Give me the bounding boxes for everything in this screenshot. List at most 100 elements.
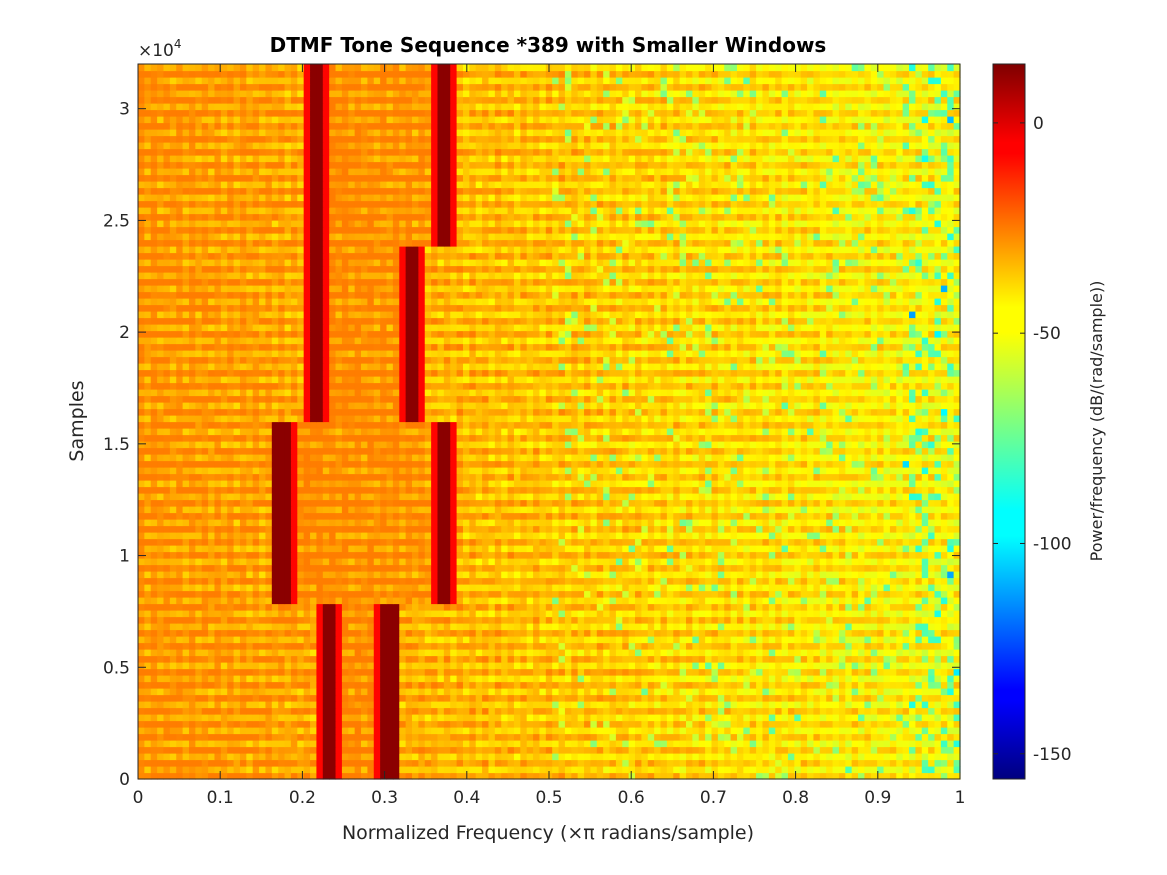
heatmap-cell	[246, 551, 254, 559]
heatmap-cell	[507, 766, 515, 774]
heatmap-cell	[392, 584, 400, 592]
heatmap-cell	[896, 668, 904, 676]
heatmap-cell	[545, 720, 553, 728]
heatmap-cell	[431, 649, 439, 657]
heatmap-cell	[615, 603, 623, 611]
heatmap-cell	[271, 623, 279, 631]
heatmap-cell	[520, 610, 528, 618]
heatmap-cell	[157, 551, 165, 559]
heatmap-cell	[590, 714, 598, 722]
heatmap-cell	[239, 584, 247, 592]
heatmap-cell	[807, 701, 815, 709]
heatmap-cell	[239, 655, 247, 663]
heatmap-cell	[615, 655, 623, 663]
heatmap-cell	[188, 714, 196, 722]
heatmap-cell	[310, 766, 318, 774]
heatmap-cell	[303, 675, 311, 683]
heatmap-cell	[520, 766, 528, 774]
heatmap-cell	[392, 629, 400, 637]
heatmap-cell	[163, 733, 171, 741]
heatmap-cell	[947, 681, 955, 689]
heatmap-cell	[909, 623, 916, 631]
heatmap-cell	[533, 590, 541, 598]
heatmap-cell	[660, 532, 668, 540]
heatmap-cell	[195, 558, 203, 566]
heatmap-cell	[424, 564, 432, 572]
heatmap-cell	[150, 746, 158, 754]
heatmap-cell	[239, 629, 247, 637]
heatmap-cell	[641, 668, 649, 676]
heatmap-cell	[615, 753, 623, 761]
heatmap-cell	[418, 610, 426, 618]
heatmap-cell	[450, 740, 458, 748]
heatmap-cell	[341, 584, 349, 592]
heatmap-cell	[590, 701, 598, 709]
heatmap-cell	[176, 720, 184, 728]
heatmap-cell	[902, 649, 910, 657]
heatmap-cell	[373, 701, 381, 709]
heatmap-cell	[494, 727, 502, 735]
heatmap-cell	[921, 662, 929, 670]
heatmap-cell	[214, 701, 222, 709]
heatmap-cell	[692, 688, 700, 696]
heatmap-cell	[418, 584, 426, 592]
heatmap-cell	[711, 538, 719, 546]
heatmap-cell	[278, 525, 286, 533]
heatmap-cell	[609, 636, 617, 644]
heatmap-cell	[819, 545, 827, 553]
heatmap-cell	[826, 714, 834, 722]
heatmap-cell	[361, 727, 368, 735]
heatmap-cell	[775, 610, 783, 618]
heatmap-cell	[144, 629, 152, 637]
heatmap-cell	[628, 564, 636, 572]
heatmap-cell	[577, 746, 585, 754]
heatmap-cell	[590, 642, 598, 650]
heatmap-cell	[864, 571, 872, 579]
heatmap-cell	[246, 766, 254, 774]
heatmap-cell	[940, 629, 948, 637]
heatmap-cell	[233, 610, 241, 618]
heatmap-cell	[813, 603, 821, 611]
heatmap-cell	[571, 629, 579, 637]
heatmap-cell	[501, 694, 509, 702]
heatmap-cell	[303, 642, 311, 650]
heatmap-cell	[768, 681, 776, 689]
heatmap-cell	[915, 727, 923, 735]
heatmap-cell	[513, 675, 521, 683]
heatmap-cell	[405, 590, 413, 598]
heatmap-cell	[800, 649, 808, 657]
heatmap-cell	[386, 740, 394, 748]
heatmap-cell	[373, 688, 381, 696]
heatmap-cell	[513, 766, 521, 774]
heatmap-cell	[641, 681, 649, 689]
heatmap-cell	[462, 564, 470, 572]
heatmap-cell	[284, 772, 292, 780]
heatmap-cell	[909, 701, 916, 709]
heatmap-cell	[373, 766, 381, 774]
heatmap-cell	[928, 668, 936, 676]
heatmap-cell	[743, 616, 751, 624]
heatmap-cell	[227, 577, 235, 585]
heatmap-cell	[717, 681, 725, 689]
heatmap-cell	[787, 681, 795, 689]
heatmap-cell	[698, 551, 706, 559]
heatmap-cell	[673, 681, 681, 689]
heatmap-cell	[290, 564, 298, 572]
heatmap-cell	[679, 694, 687, 702]
heatmap-cell	[603, 733, 611, 741]
heatmap-cell	[647, 766, 655, 774]
heatmap-cell	[940, 577, 948, 585]
heatmap-cell	[947, 571, 955, 579]
heatmap-cell	[858, 629, 866, 637]
heatmap-cell	[520, 681, 528, 689]
heatmap-cell	[552, 701, 560, 709]
heatmap-cell	[736, 558, 744, 566]
heatmap-cell	[800, 642, 808, 650]
heatmap-cell	[947, 538, 955, 546]
heatmap-cell	[195, 701, 203, 709]
heatmap-cell	[609, 681, 617, 689]
heatmap-cell	[660, 727, 668, 735]
heatmap-cell	[883, 655, 891, 663]
heatmap-cell	[278, 746, 286, 754]
heatmap-cell	[513, 623, 521, 631]
